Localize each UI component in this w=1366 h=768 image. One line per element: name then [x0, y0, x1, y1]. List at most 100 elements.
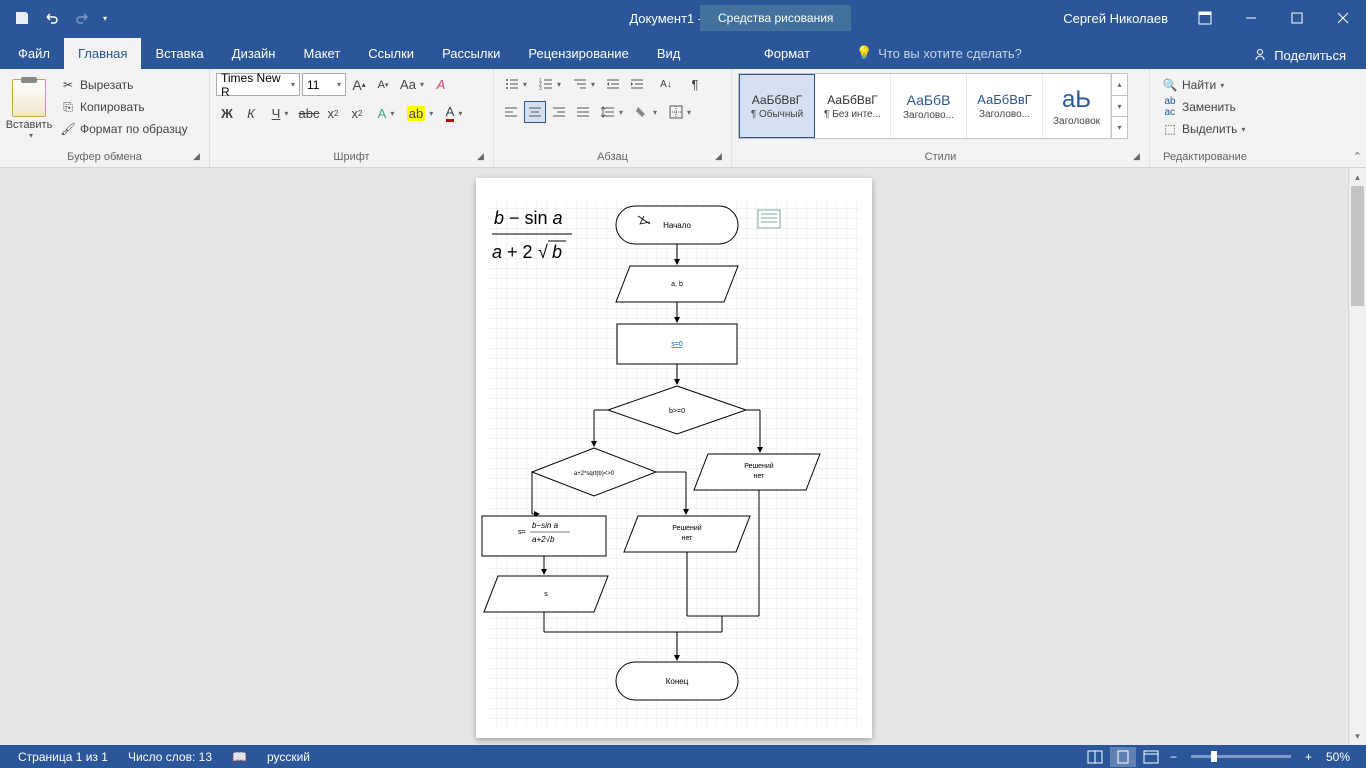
sort-button[interactable]: A↓: [650, 73, 682, 95]
vertical-scrollbar[interactable]: ▴ ▾: [1348, 168, 1366, 745]
borders-button[interactable]: ▾: [664, 101, 696, 123]
paste-button[interactable]: Вставить ▾: [6, 73, 52, 149]
tab-layout[interactable]: Макет: [289, 38, 354, 69]
qat-customize-button[interactable]: ▾: [98, 4, 112, 32]
tab-view[interactable]: Вид: [643, 38, 695, 69]
align-center-button[interactable]: [524, 101, 546, 123]
font-color-button[interactable]: A▾: [438, 102, 470, 124]
web-layout-button[interactable]: [1138, 747, 1164, 767]
numbering-button[interactable]: 123▾: [534, 73, 566, 95]
strikethrough-button[interactable]: abc: [298, 102, 320, 124]
scissors-icon: ✂: [60, 77, 76, 93]
layout-options-icon: [758, 210, 780, 228]
clipboard-dialog-launcher[interactable]: ◢: [193, 151, 205, 163]
gallery-up-button[interactable]: ▴: [1112, 74, 1127, 96]
zoom-out-button[interactable]: −: [1166, 750, 1181, 764]
svg-text:нет: нет: [754, 473, 766, 480]
increase-indent-button[interactable]: [626, 73, 648, 95]
close-button[interactable]: [1320, 0, 1366, 36]
read-mode-button[interactable]: [1082, 747, 1108, 767]
align-left-button[interactable]: [500, 101, 522, 123]
copy-button[interactable]: ⎘Копировать: [56, 97, 192, 117]
underline-button[interactable]: Ч▾: [264, 102, 296, 124]
tab-insert[interactable]: Вставка: [141, 38, 217, 69]
font-dialog-launcher[interactable]: ◢: [477, 151, 489, 163]
align-right-button[interactable]: [548, 101, 570, 123]
replace-icon: abac: [1162, 99, 1178, 115]
clear-formatting-button[interactable]: A: [430, 74, 452, 96]
style-heading1[interactable]: АаБбВЗаголово...: [891, 74, 967, 138]
page-content: b − sin a a + 2 √ b Начало a, b: [476, 178, 872, 738]
page: b − sin a a + 2 √ b Начало a, b: [476, 178, 872, 738]
text-effects-button[interactable]: A▾: [370, 102, 402, 124]
language-status[interactable]: русский: [257, 750, 320, 764]
highlight-button[interactable]: ab▾: [404, 102, 436, 124]
style-heading2[interactable]: АаБбВвГЗаголово...: [967, 74, 1043, 138]
decrease-font-button[interactable]: A▾: [372, 74, 394, 96]
paste-icon: [12, 79, 46, 117]
zoom-percent[interactable]: 50%: [1318, 750, 1358, 764]
page-status[interactable]: Страница 1 из 1: [8, 750, 118, 764]
minimize-button[interactable]: [1228, 0, 1274, 36]
replace-button[interactable]: abacЗаменить: [1156, 97, 1251, 117]
font-size-select[interactable]: 11▾: [302, 73, 346, 96]
save-button[interactable]: [8, 4, 36, 32]
collapse-ribbon-button[interactable]: ⌃: [1353, 150, 1362, 163]
change-case-button[interactable]: Aa▾: [396, 74, 428, 96]
svg-text:Решений: Решений: [744, 462, 774, 470]
redo-button[interactable]: [68, 4, 96, 32]
shading-button[interactable]: ▾: [630, 101, 662, 123]
subscript-button[interactable]: x2: [322, 102, 344, 124]
group-label-clipboard: Буфер обмена: [6, 149, 203, 165]
quick-access-toolbar: ▾: [0, 4, 112, 32]
superscript-button[interactable]: x2: [346, 102, 368, 124]
tab-design[interactable]: Дизайн: [218, 38, 290, 69]
tab-home[interactable]: Главная: [64, 38, 141, 69]
scroll-down-button[interactable]: ▾: [1349, 727, 1366, 745]
svg-text:√: √: [538, 242, 548, 262]
document-area[interactable]: b − sin a a + 2 √ b Начало a, b: [0, 168, 1348, 745]
tell-me-input[interactable]: 💡 Что вы хотите сделать?: [856, 37, 1022, 69]
ribbon-display-button[interactable]: [1182, 0, 1228, 36]
user-name[interactable]: Сергей Николаев: [1049, 11, 1182, 26]
gallery-down-button[interactable]: ▾: [1112, 96, 1127, 118]
italic-button[interactable]: К: [240, 102, 262, 124]
format-painter-button[interactable]: 🖌Формат по образцу: [56, 119, 192, 139]
style-title[interactable]: аЬЗаголовок: [1043, 74, 1111, 138]
maximize-button[interactable]: [1274, 0, 1320, 36]
share-button[interactable]: Поделиться: [1242, 41, 1356, 69]
show-marks-button[interactable]: ¶: [684, 73, 706, 95]
cut-button[interactable]: ✂Вырезать: [56, 75, 192, 95]
multilevel-list-button[interactable]: ▾: [568, 73, 600, 95]
decrease-indent-button[interactable]: [602, 73, 624, 95]
bullets-button[interactable]: ▾: [500, 73, 532, 95]
select-button[interactable]: ⬚Выделить▾: [1156, 119, 1251, 139]
print-layout-button[interactable]: [1110, 747, 1136, 767]
word-count[interactable]: Число слов: 13: [118, 750, 222, 764]
ribbon: Вставить ▾ ✂Вырезать ⎘Копировать 🖌Формат…: [0, 69, 1366, 168]
bold-button[interactable]: Ж: [216, 102, 238, 124]
spell-check-icon[interactable]: 📖: [222, 750, 257, 764]
tab-file[interactable]: Файл: [4, 38, 64, 69]
tab-mailings[interactable]: Рассылки: [428, 38, 514, 69]
undo-button[interactable]: [38, 4, 66, 32]
align-justify-button[interactable]: [572, 101, 594, 123]
style-normal[interactable]: АаБбВвГ¶ Обычный: [739, 74, 815, 138]
line-spacing-button[interactable]: ▾: [596, 101, 628, 123]
zoom-slider[interactable]: [1191, 755, 1291, 758]
tab-references[interactable]: Ссылки: [354, 38, 428, 69]
styles-dialog-launcher[interactable]: ◢: [1133, 151, 1145, 163]
paragraph-dialog-launcher[interactable]: ◢: [715, 151, 727, 163]
scroll-thumb[interactable]: [1351, 186, 1364, 306]
group-editing: 🔍Найти▾ abacЗаменить ⬚Выделить▾ Редактир…: [1150, 69, 1260, 167]
find-button[interactable]: 🔍Найти▾: [1156, 75, 1251, 95]
style-no-spacing[interactable]: АаБбВвГ¶ Без инте...: [815, 74, 891, 138]
gallery-more-button[interactable]: ▾: [1112, 117, 1127, 138]
font-name-select[interactable]: Times New R▾: [216, 73, 300, 96]
zoom-in-button[interactable]: +: [1301, 750, 1316, 764]
group-font: Times New R▾ 11▾ A▴ A▾ Aa▾ A Ж К Ч▾ abc …: [210, 69, 494, 167]
tab-review[interactable]: Рецензирование: [514, 38, 642, 69]
increase-font-button[interactable]: A▴: [348, 74, 370, 96]
scroll-up-button[interactable]: ▴: [1349, 168, 1366, 186]
tab-format[interactable]: Формат: [740, 38, 834, 69]
